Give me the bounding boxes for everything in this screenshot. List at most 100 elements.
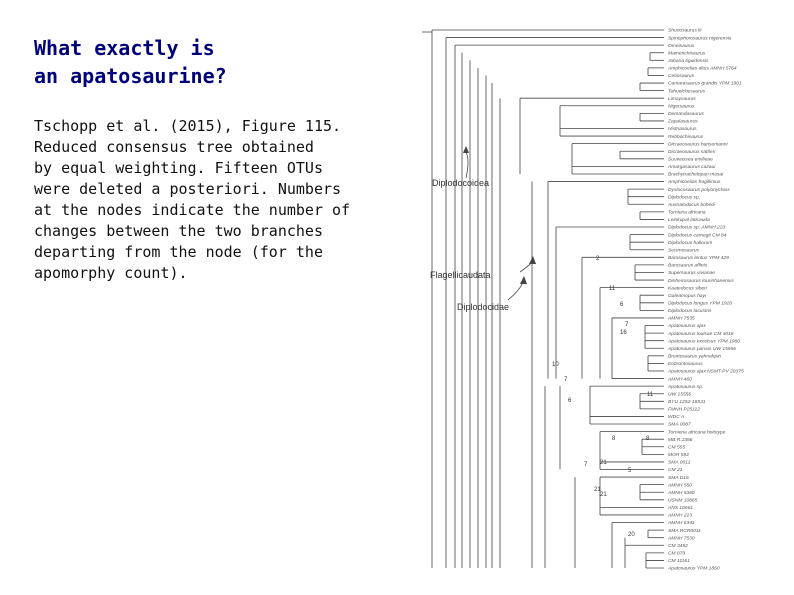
taxon-label: CM 21 bbox=[668, 467, 683, 473]
taxon-label: Galeamopus hayi bbox=[668, 293, 707, 299]
taxon-label: Tornieria africana holotype bbox=[668, 429, 726, 435]
caption-line: were deleted a posteriori. Numbers bbox=[34, 180, 342, 198]
caption-line: by equal weighting. Fifteen OTUs bbox=[34, 159, 323, 177]
taxon-label: SMA 0087 bbox=[668, 422, 691, 428]
slide-title: What exactly is an apatosaurine? bbox=[34, 34, 394, 90]
taxon-label: Nigersaurus bbox=[668, 103, 695, 109]
taxon-label: Tehuelchesaurus bbox=[668, 88, 706, 94]
node-number: 11 bbox=[647, 392, 654, 398]
taxon-label: Apatosaurus ajax NSMT-PV 20375 bbox=[667, 369, 744, 375]
taxon-label: Australodocus bohetii bbox=[667, 202, 716, 208]
taxon-label: Dicraeosaurus hansemanni bbox=[668, 141, 728, 147]
taxon-label: Rebbachisaurus bbox=[668, 134, 704, 140]
taxon-label: AMNH 5380 bbox=[667, 490, 695, 496]
taxon-label: WDC A bbox=[668, 414, 684, 420]
figure-caption: Tschopp et al. (2015), Figure 115. Reduc… bbox=[34, 116, 404, 284]
taxon-label: SMA RCR0011 bbox=[668, 528, 701, 534]
taxon-label: AMNH 550 bbox=[667, 482, 692, 488]
diplodocoidea-arrowhead bbox=[463, 146, 469, 153]
node-number: 10 bbox=[552, 362, 559, 368]
taxon-label: FMNH P25112 bbox=[668, 407, 700, 413]
caption-line: Tschopp et al. (2015), Figure 115. bbox=[34, 117, 342, 135]
node-number: 8 bbox=[646, 436, 650, 442]
node-number: 16 bbox=[620, 330, 627, 336]
taxon-label: Diplodocus lacustris bbox=[668, 308, 712, 314]
taxon-label: Spinophorosaurus nigerensis bbox=[668, 35, 732, 41]
taxon-label: SMA 0011 bbox=[668, 460, 691, 466]
slide-title-line-1: What exactly is bbox=[34, 36, 215, 60]
taxon-label: MOR 592 bbox=[668, 452, 689, 458]
taxon-label: CM 11161 bbox=[668, 558, 690, 564]
node-number: 7 bbox=[625, 322, 629, 328]
taxon-label: Diplodocus carnegii CM 84 bbox=[668, 232, 727, 238]
taxon-label: Supersaurus vivianae bbox=[668, 270, 715, 276]
taxon-label: AMNH 7535 bbox=[667, 316, 695, 322]
taxon-label: Limaysaurus bbox=[668, 96, 696, 102]
taxon-label: Dyslocosaurus polyonychius bbox=[668, 187, 730, 193]
taxon-label: Histriasaurus bbox=[668, 126, 697, 132]
diplodocidae-arrowhead bbox=[520, 276, 527, 284]
taxon-label: Apatosaurus parvus UW 15556 bbox=[667, 346, 736, 352]
node-number: 2 bbox=[596, 256, 600, 262]
taxon-label: CM 3452 bbox=[668, 543, 688, 549]
taxon-label: AMNH 6341 bbox=[667, 520, 695, 526]
taxon-label: Suuwassea emilieae bbox=[668, 157, 713, 163]
taxon-label: Shunosaurus lii bbox=[668, 28, 702, 34]
taxon-label: Leinkupal laticauda bbox=[668, 217, 710, 223]
taxon-label: Omeisaurus bbox=[668, 43, 695, 49]
taxon-label: Camarasaurus grandis YPM 1901 bbox=[668, 81, 742, 87]
taxon-label: Amphicoelias fragillimus bbox=[667, 179, 721, 185]
taxon-label: Brachytrachelopan mesai bbox=[668, 172, 724, 178]
taxon-label: Dinheirosaurus lourinhanensis bbox=[668, 278, 734, 284]
taxon-label: CM 879 bbox=[668, 551, 685, 557]
taxon-label: Barosaurus lentus YPM 429 bbox=[668, 255, 729, 261]
node-number: 6 bbox=[620, 302, 624, 308]
node-number: 21 bbox=[600, 460, 607, 466]
taxon-label: Demandasaurus bbox=[668, 111, 704, 117]
taxon-label: Tornieria africana bbox=[668, 210, 706, 216]
taxon-label: SMA D16 bbox=[668, 475, 689, 481]
node-number: 21 bbox=[600, 492, 607, 498]
taxon-label: Zapalasaurus bbox=[667, 119, 698, 125]
taxon-label: Diplodocus longus YPM 1920 bbox=[668, 300, 732, 306]
taxon-label: Cetiosaurus bbox=[668, 73, 695, 79]
taxon-label: Diplodocus hallorum bbox=[668, 240, 712, 246]
node-number: 20 bbox=[628, 532, 635, 538]
node-number: 7 bbox=[564, 377, 568, 383]
taxon-label: MB.R.2386 bbox=[668, 437, 693, 443]
taxon-label: Kaatedocus siberi bbox=[668, 285, 708, 291]
caption-line: changes between the two branches bbox=[34, 222, 323, 240]
taxon-label: Diplodocus sp. bbox=[668, 194, 700, 200]
taxon-label: Apatosaurus excelsus YPM 1980 bbox=[667, 338, 740, 344]
taxon-label: Amargasaurus cazaui bbox=[667, 164, 716, 170]
tree-branches bbox=[422, 29, 664, 569]
taxon-label: Apatosaurus sp. bbox=[667, 384, 703, 390]
taxon-label: ANS 10661 bbox=[667, 505, 693, 511]
taxon-label: AMNH 223 bbox=[667, 513, 692, 519]
diplodocidae-arrow bbox=[507, 281, 524, 301]
taxon-label: Mamenchisaurus bbox=[668, 50, 706, 56]
taxon-label: USNM 10865 bbox=[668, 498, 698, 504]
taxon-label: Dicraeosaurus sattleri bbox=[668, 149, 716, 155]
caption-line: departing from the node (for the bbox=[34, 243, 323, 261]
taxon-label: AMNH 7530 bbox=[667, 535, 695, 541]
caption-line: at the nodes indicate the number of bbox=[34, 201, 351, 219]
clade-label-diplodocidae: Diplodocidae bbox=[457, 302, 509, 312]
node-number: 8 bbox=[612, 436, 616, 442]
node-number: 11 bbox=[609, 286, 616, 292]
node-number: 21 bbox=[594, 487, 601, 493]
slide-title-line-2: an apatosaurine? bbox=[34, 64, 227, 88]
taxon-label: BYU 1252-18531 bbox=[668, 399, 706, 405]
taxon-label: Amphicoelias altus AMNH 5764 bbox=[667, 66, 737, 72]
flagellicaudata-arrowhead bbox=[529, 256, 536, 264]
clade-label-diplodocoidea: Diplodocoidea bbox=[432, 178, 489, 188]
node-number: 6 bbox=[568, 398, 572, 404]
caption-line: Reduced consensus tree obtained bbox=[34, 138, 314, 156]
taxon-label: Barosaurus affinis bbox=[668, 263, 708, 269]
taxon-label: Apatosaurus ajax bbox=[667, 323, 706, 329]
taxon-label: UW 15556 bbox=[668, 391, 691, 397]
taxon-label: Diplodocus sp. AMNH 223 bbox=[668, 225, 725, 231]
